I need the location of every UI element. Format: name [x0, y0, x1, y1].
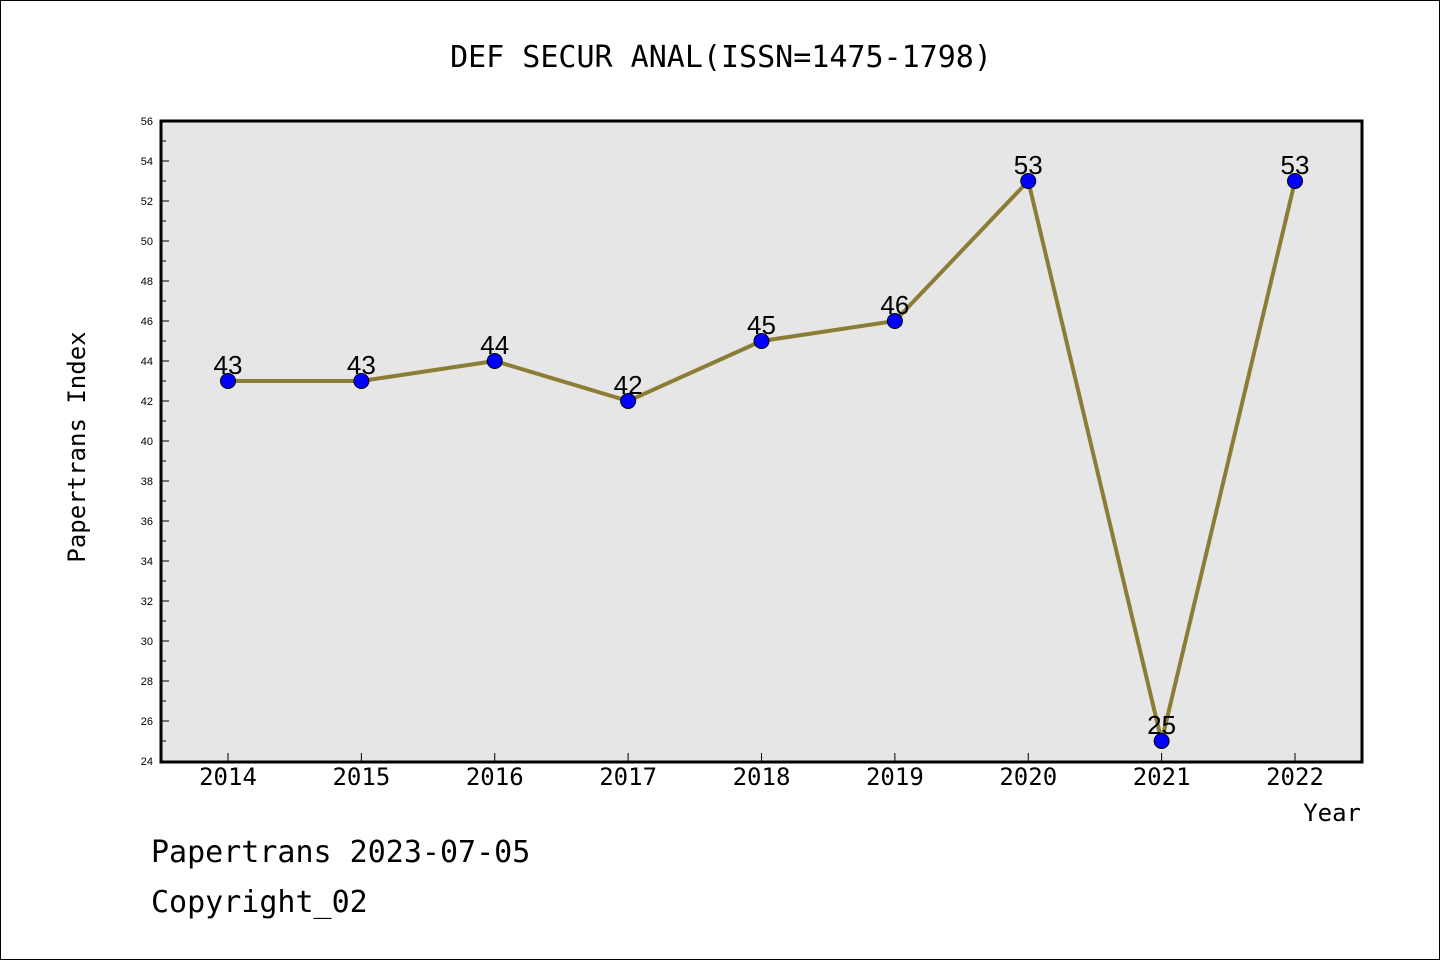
x-tick-label: 2022 — [1266, 763, 1324, 791]
y-tick-label: 50 — [141, 236, 153, 248]
data-label: 43 — [214, 350, 243, 380]
x-tick-label: 2020 — [999, 763, 1057, 791]
data-label: 42 — [614, 370, 643, 400]
y-tick-label: 32 — [141, 596, 153, 608]
data-labels: 43 43 44 42 45 46 53 25 53 — [214, 150, 1310, 740]
data-label: 44 — [480, 330, 509, 360]
y-tick-label: 28 — [141, 676, 153, 688]
y-tick-label: 44 — [141, 356, 153, 368]
y-axis-label: Papertrans Index — [63, 331, 91, 562]
x-axis-label: Year — [1303, 799, 1361, 827]
data-point-marker — [886, 313, 903, 329]
data-label: 53 — [1281, 150, 1310, 180]
data-point-marker — [1153, 733, 1170, 749]
plot-border — [159, 119, 1364, 764]
y-tick-label: 26 — [141, 716, 153, 728]
y-axis-ticks: 24 26 28 30 32 34 36 38 40 42 44 46 48 50 52 54 56 — [141, 116, 169, 768]
y-tick-label: 38 — [141, 476, 153, 488]
data-point-marker — [620, 393, 637, 409]
data-label: 53 — [1014, 150, 1043, 180]
data-point-marker — [220, 373, 236, 389]
x-tick-label: 2016 — [466, 763, 524, 791]
y-tick-label: 24 — [141, 756, 153, 768]
x-tick-label: 2021 — [1133, 763, 1191, 791]
y-tick-label: 34 — [141, 556, 153, 568]
y-tick-label: 48 — [141, 276, 153, 288]
plot-area — [161, 121, 1362, 762]
x-axis-ticks: 2014 2015 2016 2017 2018 2019 2020 2021 2022 — [199, 753, 1324, 791]
footer-copyright: Copyright_02 — [151, 885, 368, 920]
y-tick-label: 40 — [141, 436, 153, 448]
x-tick-label: 2017 — [599, 763, 657, 791]
y-tick-label: 42 — [141, 396, 153, 408]
data-point-marker — [353, 373, 370, 389]
x-tick-label: 2018 — [733, 763, 791, 791]
y-tick-label: 56 — [141, 116, 153, 128]
x-tick-label: 2019 — [866, 763, 924, 791]
data-label: 25 — [1147, 710, 1176, 740]
y-tick-label: 52 — [141, 196, 153, 208]
y-tick-label: 30 — [141, 636, 153, 648]
data-point-marker — [486, 353, 503, 369]
data-point-marker — [1287, 173, 1303, 189]
x-tick-label: 2015 — [332, 763, 390, 791]
data-point-marker — [1020, 173, 1037, 189]
data-label: 45 — [747, 310, 776, 340]
y-tick-label: 54 — [141, 156, 153, 168]
data-markers — [220, 173, 1303, 749]
data-point-marker — [753, 333, 770, 349]
y-tick-label: 36 — [141, 516, 153, 528]
x-tick-label: 2014 — [199, 763, 257, 791]
y-tick-label: 46 — [141, 316, 153, 328]
data-label: 46 — [880, 290, 909, 320]
chart-title: DEF SECUR ANAL(ISSN=1475-1798) — [450, 40, 992, 75]
footer-date: Papertrans 2023-07-05 — [151, 835, 531, 870]
data-label: 43 — [347, 350, 376, 380]
